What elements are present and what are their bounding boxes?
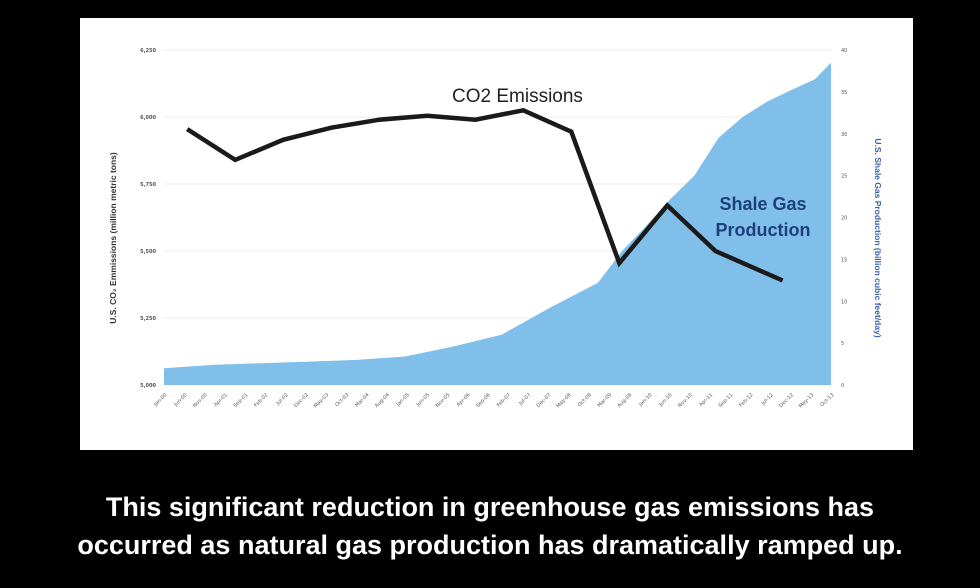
x-tick-label: Feb-07 xyxy=(496,392,512,408)
x-tick-label: Aug-09 xyxy=(616,392,633,409)
y-right-tick-label: 40 xyxy=(841,48,847,54)
y-right-tick-label: 15 xyxy=(841,257,847,263)
y-right-title: U.S. Shale Gas Production (billion cubic… xyxy=(873,138,883,337)
co2-series-label: CO2 Emissions xyxy=(452,86,583,107)
x-tick-label: Apr-11 xyxy=(698,392,714,408)
x-tick-label: Jun-05 xyxy=(415,392,431,408)
y-axis-left: 5,000 5,250 5,500 5,750 6,000 6,250 xyxy=(140,48,156,389)
y-left-tick-label: 5,750 xyxy=(140,182,156,188)
x-tick-label: May-03 xyxy=(313,392,330,409)
x-tick-label: Sep-11 xyxy=(718,392,735,409)
x-tick-label: Jan-05 xyxy=(395,392,411,408)
y-left-tick-label: 5,250 xyxy=(140,316,156,322)
shale-series-label-line2: Production xyxy=(716,220,811,240)
y-left-tick-label: 6,250 xyxy=(140,48,156,54)
chart: 5,000 5,250 5,500 5,750 6,000 6,250 0 5 10 15 20 2… xyxy=(108,48,883,409)
y-right-tick-label: 25 xyxy=(841,174,847,180)
x-tick-label: Nov-10 xyxy=(677,392,694,409)
y-left-tick-label: 5,500 xyxy=(140,249,156,255)
y-left-tick-label: 6,000 xyxy=(140,115,156,121)
x-tick-label: May-08 xyxy=(555,392,572,409)
x-tick-label: Sep-01 xyxy=(233,392,250,409)
x-tick-label: Jan-10 xyxy=(637,392,653,408)
x-tick-label: Feb-12 xyxy=(738,392,754,408)
x-tick-label: Apr-06 xyxy=(456,392,472,408)
chart-slide: 5,000 5,250 5,500 5,750 6,000 6,250 0 5 10 15 20 2… xyxy=(80,18,913,450)
x-tick-label: Jul-12 xyxy=(760,392,775,407)
x-tick-label: Jul-07 xyxy=(517,392,532,407)
x-tick-label: Nov-05 xyxy=(435,392,452,409)
caption: This significant reduction in greenhouse… xyxy=(0,488,980,564)
x-tick-label: Nov-00 xyxy=(192,392,209,409)
y-axis-right: 0 5 10 15 20 25 30 35 40 xyxy=(841,48,847,389)
x-tick-label: Jun-10 xyxy=(657,392,673,408)
co2-points xyxy=(187,110,783,281)
x-tick-label: Feb-02 xyxy=(253,392,269,408)
x-tick-label: Apr-01 xyxy=(213,392,229,408)
x-tick-label: Jun-00 xyxy=(172,392,188,408)
x-axis: Jan-00 Jun-00 Nov-00 Apr-01 Sep-01 Feb-02 Jul-… xyxy=(152,392,835,409)
caption-line-1: This significant reduction in greenhouse… xyxy=(105,492,875,522)
x-tick-label: Dec-12 xyxy=(778,392,795,409)
x-tick-label: Mar-09 xyxy=(597,392,613,408)
x-tick-label: Jan-00 xyxy=(152,392,168,408)
x-tick-label: May-13 xyxy=(798,392,815,409)
x-tick-label: Oct-08 xyxy=(577,392,593,408)
x-tick-label: Dec-02 xyxy=(293,392,310,409)
y-right-tick-label: 0 xyxy=(841,383,844,389)
y-right-tick-label: 10 xyxy=(841,299,847,305)
x-tick-label: Mar-04 xyxy=(354,392,370,408)
y-right-tick-label: 30 xyxy=(841,132,847,138)
x-tick-label: Jul-02 xyxy=(275,392,290,407)
caption-line-2: occurred as natural gas production has d… xyxy=(77,530,903,560)
y-left-tick-label: 5,000 xyxy=(140,383,156,389)
y-right-tick-label: 5 xyxy=(841,341,844,347)
x-tick-label: Dec-07 xyxy=(536,392,553,409)
x-tick-label: Oct-03 xyxy=(334,392,350,408)
shale-gas-area xyxy=(164,62,831,385)
x-tick-label: Oct-13 xyxy=(819,392,835,408)
y-right-tick-label: 20 xyxy=(841,216,847,222)
y-right-tick-label: 35 xyxy=(841,90,847,96)
y-left-title: U.S. CO₂ Emmissions (million metric tons… xyxy=(108,152,118,324)
x-tick-label: Sep-06 xyxy=(475,392,492,409)
shale-series-label-line1: Shale Gas xyxy=(719,194,806,214)
x-tick-label: Aug-04 xyxy=(374,392,391,409)
